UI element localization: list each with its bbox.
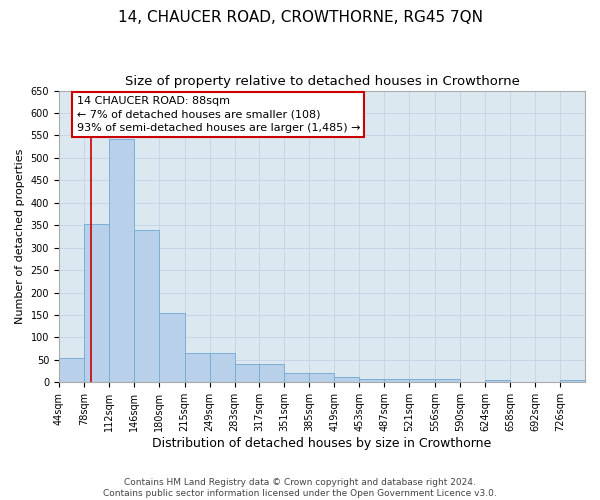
Bar [84,224,109,382]
Text: Contains HM Land Registry data © Crown copyright and database right 2024.
Contai: Contains HM Land Registry data © Crown c… [103,478,497,498]
Bar [209,353,235,382]
Bar [560,380,585,382]
Bar [185,353,209,382]
Bar [359,379,385,382]
Bar [310,374,334,382]
Bar [284,374,310,382]
Bar [59,358,84,382]
Bar [109,138,134,382]
Bar [485,380,510,382]
Bar [385,379,409,382]
Text: 14, CHAUCER ROAD, CROWTHORNE, RG45 7QN: 14, CHAUCER ROAD, CROWTHORNE, RG45 7QN [118,10,482,25]
Bar [259,364,284,382]
Title: Size of property relative to detached houses in Crowthorne: Size of property relative to detached ho… [125,75,520,88]
Y-axis label: Number of detached properties: Number of detached properties [15,149,25,324]
Bar [334,377,359,382]
X-axis label: Distribution of detached houses by size in Crowthorne: Distribution of detached houses by size … [152,437,491,450]
Bar [235,364,259,382]
Bar [159,313,185,382]
Bar [435,379,460,382]
Bar [409,379,435,382]
Bar [134,230,159,382]
Text: 14 CHAUCER ROAD: 88sqm
← 7% of detached houses are smaller (108)
93% of semi-det: 14 CHAUCER ROAD: 88sqm ← 7% of detached … [77,96,360,133]
